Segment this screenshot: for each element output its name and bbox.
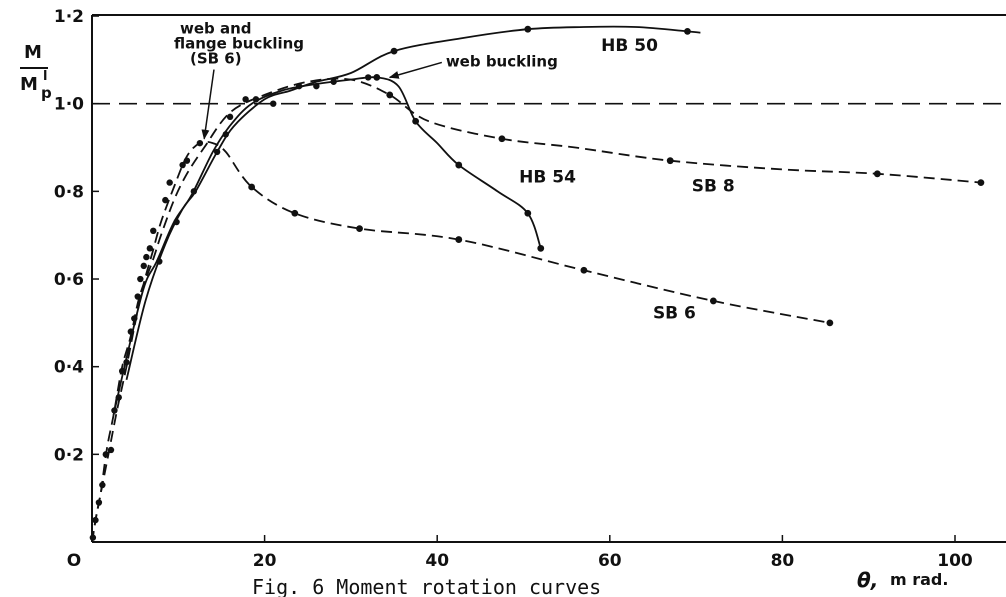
data-point-sb-6 xyxy=(709,297,717,305)
data-point-test xyxy=(99,481,106,489)
data-point-hb-54 xyxy=(412,117,420,125)
data-point-test xyxy=(173,218,180,226)
series-label-sb-6: SB 6 xyxy=(653,303,696,323)
series-line-hb-54 xyxy=(112,76,542,416)
data-point-test xyxy=(143,253,150,261)
ticks: O 20 40 60 80 100 0·2 0·4 0·6 0·8 1·0 1·2 xyxy=(54,7,973,571)
data-point-test xyxy=(156,258,163,265)
data-point-hb-50 xyxy=(524,25,532,33)
series-label-sb-8: SB 8 xyxy=(692,176,735,196)
data-point-test xyxy=(123,359,130,366)
data-point-test xyxy=(252,96,260,103)
data-point-sb-6 xyxy=(580,266,588,274)
data-point-sb-8 xyxy=(498,135,506,143)
data-point-test xyxy=(137,275,144,283)
data-point-test xyxy=(111,407,118,414)
x-tick-label: 60 xyxy=(598,551,622,571)
x-tick-label: 20 xyxy=(253,551,277,571)
data-point-hb-50 xyxy=(390,47,398,55)
x-axis-title: θ, m rad. xyxy=(857,568,948,592)
y-tick-label: 1·2 xyxy=(54,7,84,27)
data-point-test xyxy=(226,113,234,121)
series-label-hb-54: HB 54 xyxy=(519,168,576,188)
annotation-arrow xyxy=(201,69,215,140)
data-point-test xyxy=(150,227,157,235)
annotation-arrow xyxy=(388,61,443,79)
data-point-hb-54 xyxy=(455,161,463,169)
data-point-test xyxy=(313,82,320,90)
data-point-test xyxy=(140,262,147,270)
data-point-test xyxy=(222,131,229,138)
data-point-test xyxy=(179,161,186,169)
data-point-sb-8 xyxy=(386,91,394,99)
data-point-test xyxy=(95,499,103,506)
data-point-test xyxy=(242,96,249,103)
data-point-test xyxy=(162,196,169,204)
y-tick-label: 0·8 xyxy=(54,182,84,202)
x-axis-title-symbol: θ, xyxy=(857,568,878,592)
data-point-test xyxy=(190,188,198,195)
x-tick-label: 40 xyxy=(425,551,449,571)
data-point-test xyxy=(92,516,99,524)
figure-caption: Fig. 6 Moment rotation curves xyxy=(252,575,601,597)
annotation-text: web and flange buckling (SB 6) xyxy=(174,20,304,68)
x-tick-label: O xyxy=(67,551,81,571)
axes xyxy=(91,14,1006,543)
data-point-test xyxy=(270,100,277,107)
x-tick-label: 100 xyxy=(937,551,973,571)
annotation-text: web buckling xyxy=(446,52,558,70)
data-point-test xyxy=(127,328,135,335)
test-points xyxy=(89,25,985,541)
data-point-test xyxy=(146,245,154,252)
data-point-test xyxy=(196,139,204,147)
data-point-sb-6 xyxy=(356,225,363,233)
data-point-test xyxy=(102,451,110,458)
series-line-sb-8 xyxy=(91,77,981,543)
data-point-test xyxy=(295,82,303,90)
data-point-hb-54 xyxy=(537,244,545,252)
data-point-test xyxy=(364,74,372,81)
data-point-sb-8 xyxy=(977,179,985,186)
data-point-test xyxy=(330,78,337,85)
data-point-test xyxy=(213,148,221,156)
data-point-sb-6 xyxy=(455,236,463,243)
y-tick-label: 1·0 xyxy=(54,95,84,115)
series-label-hb-50: HB 50 xyxy=(601,36,658,56)
data-point-test xyxy=(166,179,173,186)
data-point-sb-6 xyxy=(248,183,256,191)
data-point-test xyxy=(131,315,138,322)
y-tick-label: 0·2 xyxy=(54,445,84,465)
data-point-sb-8 xyxy=(873,170,881,178)
data-point-test xyxy=(89,534,97,541)
series-labels: HB 50 HB 54 SB 8 SB 6 xyxy=(519,36,735,323)
data-point-test xyxy=(107,446,115,454)
data-point-sb-6 xyxy=(291,209,299,217)
data-point-hb-50 xyxy=(684,27,691,35)
annotations: web and flange buckling (SB 6) web buckling xyxy=(174,20,558,140)
x-tick-label: 80 xyxy=(771,551,795,571)
data-point-test xyxy=(134,293,141,300)
data-point-sb-6 xyxy=(826,319,834,327)
data-point-hb-54 xyxy=(373,74,381,81)
data-point-test xyxy=(183,157,191,164)
series-line-sb-6 xyxy=(91,140,831,543)
y-axis-title-bottom: M xyxy=(20,74,38,95)
y-axis-title-subscript: p xyxy=(41,84,52,102)
y-axis-title: M M p l xyxy=(20,42,52,102)
annotation-0: web and flange buckling (SB 6) xyxy=(174,20,304,140)
data-point-hb-54 xyxy=(524,209,532,217)
y-tick-label: 0·4 xyxy=(54,358,84,378)
y-axis-title-top: M xyxy=(24,42,42,63)
annotation-1: web buckling xyxy=(388,52,558,79)
data-point-test xyxy=(119,367,126,375)
data-point-test xyxy=(115,394,122,401)
x-axis-title-unit: m rad. xyxy=(890,570,948,589)
y-axis-title-superscript: l xyxy=(43,69,47,84)
y-tick-label: 0·6 xyxy=(54,270,84,290)
data-point-sb-8 xyxy=(666,157,674,165)
